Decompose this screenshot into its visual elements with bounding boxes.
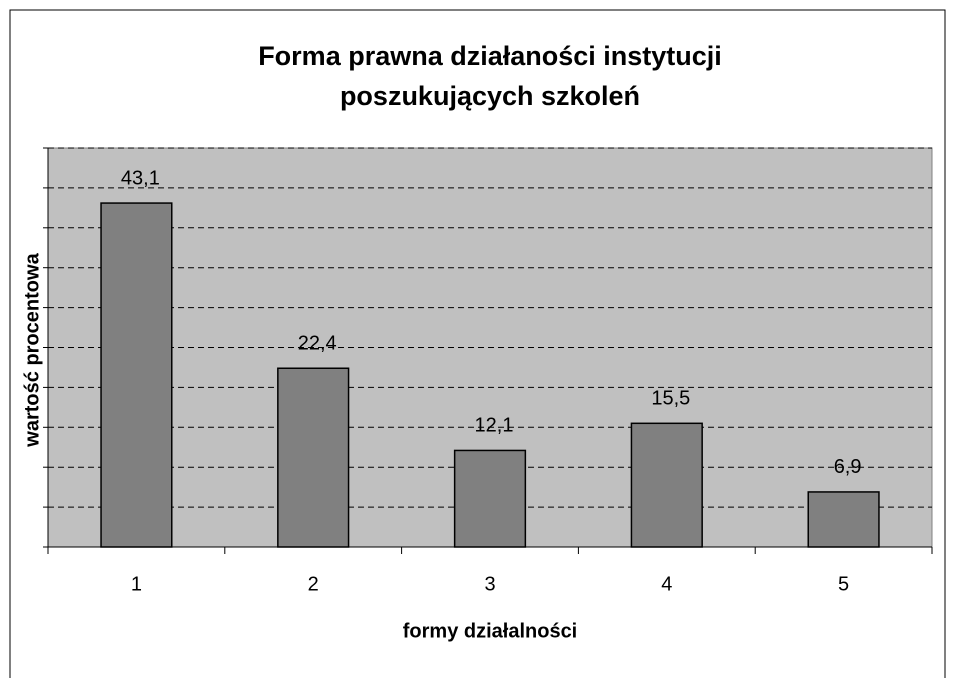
data-label: 12,1 xyxy=(475,415,514,437)
data-label: 15,5 xyxy=(651,388,690,410)
chart-frame xyxy=(9,9,946,678)
x-axis-title: formy działalności xyxy=(403,620,578,642)
data-label: 43,1 xyxy=(121,167,160,189)
data-label: 22,4 xyxy=(298,333,337,355)
data-label: 6,9 xyxy=(834,456,862,478)
bar xyxy=(453,449,527,548)
bar xyxy=(807,491,880,548)
bar xyxy=(630,422,703,548)
x-tick-label: 4 xyxy=(661,573,672,595)
x-tick-label: 3 xyxy=(484,573,495,595)
chart-title: Forma prawna działaności instytucji xyxy=(258,41,722,71)
y-axis-title: wartość procentowa xyxy=(21,252,43,447)
x-tick-label: 2 xyxy=(308,573,319,595)
bar xyxy=(277,367,350,548)
x-tick-label: 5 xyxy=(838,573,849,595)
bar xyxy=(100,202,173,548)
x-tick-label: 1 xyxy=(131,573,142,595)
chart-title: poszukujących szkoleń xyxy=(340,81,640,111)
